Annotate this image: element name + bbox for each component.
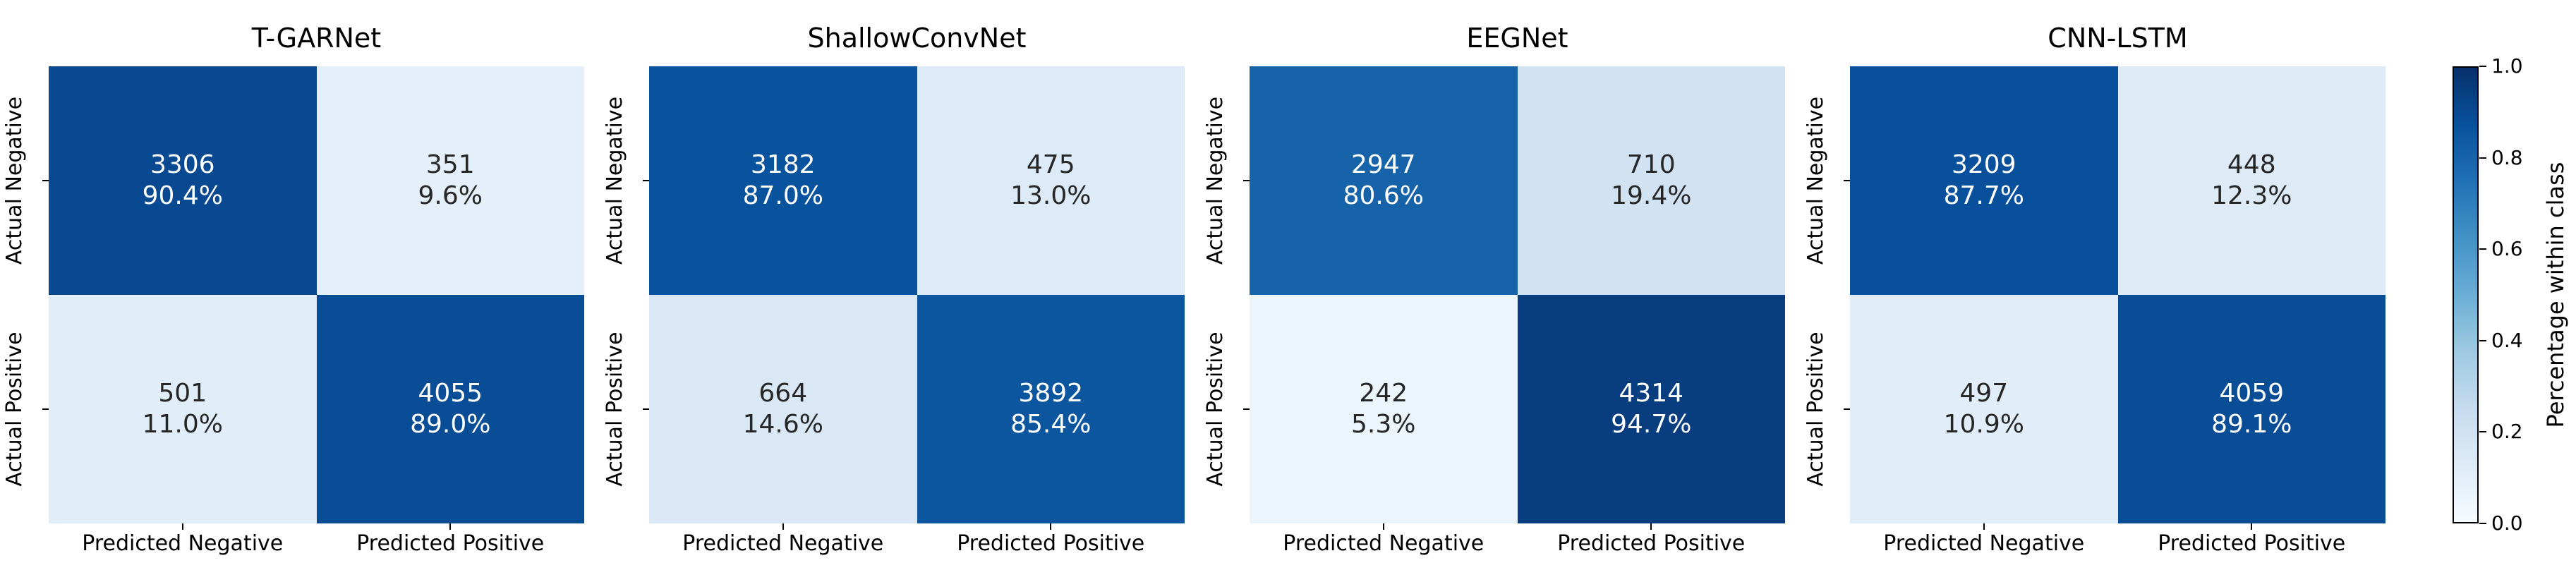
- colorbar-tick: [2479, 339, 2486, 341]
- cell-percentage: 9.6%: [418, 181, 483, 210]
- confusion-matrix-2: 2947 80.6% 710 19.4% 242 5.3% 4314 94.7%: [1250, 66, 1785, 523]
- cell-percentage: 89.1%: [2211, 410, 2292, 439]
- panel-title-0: T-GARNet: [251, 23, 382, 54]
- matrix-cell-r1c1: 4055 89.0%: [316, 295, 584, 523]
- x-axis-tick: [2251, 523, 2253, 530]
- cell-percentage: 14.6%: [742, 410, 823, 439]
- cell-count: 497: [1959, 379, 2009, 408]
- panel-title-1: ShallowConvNet: [807, 23, 1027, 54]
- cell-percentage: 94.7%: [1611, 410, 1692, 439]
- matrix-cell-r0c1: 710 19.4%: [1517, 66, 1785, 295]
- cell-count: 475: [1026, 150, 1075, 179]
- cell-percentage: 90.4%: [142, 181, 223, 210]
- matrix-cell-r1c0: 501 11.0%: [49, 295, 317, 523]
- x-axis-tick: [449, 523, 452, 530]
- cell-count: 448: [2227, 150, 2276, 179]
- cell-percentage: 12.3%: [2211, 181, 2292, 210]
- matrix-cell-r1c0: 242 5.3%: [1250, 295, 1518, 523]
- colorbar-tick: [2479, 523, 2486, 524]
- cell-count: 351: [425, 150, 475, 179]
- y-axis-tick: [42, 408, 49, 410]
- panel-title-2: EEGNet: [1466, 23, 1568, 54]
- x-tick-label: Predicted Positive: [2158, 531, 2346, 556]
- matrix-cell-r0c0: 3182 87.0%: [649, 66, 917, 295]
- x-tick-label: Predicted Positive: [957, 531, 1145, 556]
- cell-percentage: 85.4%: [1010, 410, 1092, 439]
- x-tick-label: Predicted Negative: [82, 531, 284, 556]
- y-axis-tick: [643, 180, 649, 181]
- cell-count: 4059: [2219, 379, 2285, 408]
- cell-percentage: 13.0%: [1010, 181, 1092, 210]
- colorbar-tick: [2479, 248, 2486, 250]
- colorbar-tick-label: 0.4: [2491, 328, 2523, 352]
- cell-count: 3182: [750, 150, 816, 179]
- y-axis-tick: [42, 180, 49, 181]
- matrix-cell-r0c1: 351 9.6%: [316, 66, 584, 295]
- cell-percentage: 10.9%: [1943, 410, 2024, 439]
- colorbar-tick: [2479, 66, 2486, 67]
- colorbar-tick-label: 0.6: [2491, 237, 2523, 261]
- colorbar: [2453, 66, 2479, 523]
- colorbar-tick-label: 0.2: [2491, 420, 2523, 444]
- x-tick-label: Predicted Negative: [1883, 531, 2085, 556]
- cell-percentage: 89.0%: [410, 410, 491, 439]
- colorbar-axis-label: Percentage within class: [2542, 162, 2569, 428]
- cell-count: 242: [1359, 379, 1408, 408]
- matrix-cell-r1c1: 4059 89.1%: [2117, 295, 2385, 523]
- cell-percentage: 87.0%: [742, 181, 823, 210]
- matrix-cell-r1c1: 3892 85.4%: [917, 295, 1185, 523]
- y-axis-tick: [1243, 408, 1250, 410]
- matrix-cell-r1c0: 497 10.9%: [1850, 295, 2118, 523]
- cell-percentage: 5.3%: [1351, 410, 1416, 439]
- matrix-cell-r0c1: 475 13.0%: [917, 66, 1185, 295]
- cell-count: 3306: [150, 150, 215, 179]
- colorbar-tick-label: 0.0: [2491, 511, 2523, 535]
- x-axis-tick: [1650, 523, 1652, 530]
- cell-percentage: 19.4%: [1611, 181, 1692, 210]
- matrix-cell-r1c1: 4314 94.7%: [1517, 295, 1785, 523]
- matrix-cell-r0c0: 2947 80.6%: [1250, 66, 1518, 295]
- cell-count: 664: [758, 379, 808, 408]
- y-tick-label: Actual Positive: [603, 332, 627, 487]
- x-axis-tick: [1382, 523, 1384, 530]
- cell-count: 3209: [1951, 150, 2016, 179]
- y-axis-tick: [643, 408, 649, 410]
- x-tick-label: Predicted Positive: [1557, 531, 1746, 556]
- matrix-cell-r0c0: 3306 90.4%: [49, 66, 317, 295]
- colorbar-tick-label: 0.8: [2491, 145, 2523, 169]
- matrix-cell-r0c0: 3209 87.7%: [1850, 66, 2118, 295]
- x-tick-label: Predicted Positive: [356, 531, 545, 556]
- cell-count: 501: [158, 379, 207, 408]
- colorbar-tick: [2479, 431, 2486, 433]
- cell-count: 3892: [1018, 379, 1084, 408]
- x-axis-tick: [1983, 523, 1985, 530]
- y-axis-tick: [1243, 180, 1250, 181]
- matrix-cell-r1c0: 664 14.6%: [649, 295, 917, 523]
- x-axis-tick: [181, 523, 183, 530]
- confusion-matrix-0: 3306 90.4% 351 9.6% 501 11.0% 4055 89.0%: [49, 66, 584, 523]
- y-tick-label: Actual Positive: [2, 332, 27, 487]
- cell-count: 710: [1626, 150, 1676, 179]
- y-axis-tick: [1844, 408, 1850, 410]
- x-tick-label: Predicted Negative: [682, 531, 884, 556]
- cell-percentage: 80.6%: [1343, 181, 1424, 210]
- y-axis-tick: [1844, 180, 1850, 181]
- cell-percentage: 87.7%: [1943, 181, 2024, 210]
- panel-title-3: CNN-LSTM: [2048, 23, 2188, 54]
- cell-percentage: 11.0%: [142, 410, 223, 439]
- x-tick-label: Predicted Negative: [1283, 531, 1484, 556]
- confusion-matrix-1: 3182 87.0% 475 13.0% 664 14.6% 3892 85.4%: [649, 66, 1185, 523]
- cell-count: 2947: [1350, 150, 1416, 179]
- y-tick-label: Actual Positive: [1203, 332, 1228, 487]
- cell-count: 4314: [1619, 379, 1684, 408]
- confusion-matrix-3: 3209 87.7% 448 12.3% 497 10.9% 4059 89.1%: [1850, 66, 2385, 523]
- y-tick-label: Actual Positive: [1803, 332, 1828, 487]
- colorbar-tick: [2479, 157, 2486, 159]
- x-axis-tick: [782, 523, 784, 530]
- x-axis-tick: [1050, 523, 1052, 530]
- colorbar-tick-label: 1.0: [2491, 54, 2523, 78]
- cell-count: 4055: [418, 379, 483, 408]
- matrix-cell-r0c1: 448 12.3%: [2117, 66, 2385, 295]
